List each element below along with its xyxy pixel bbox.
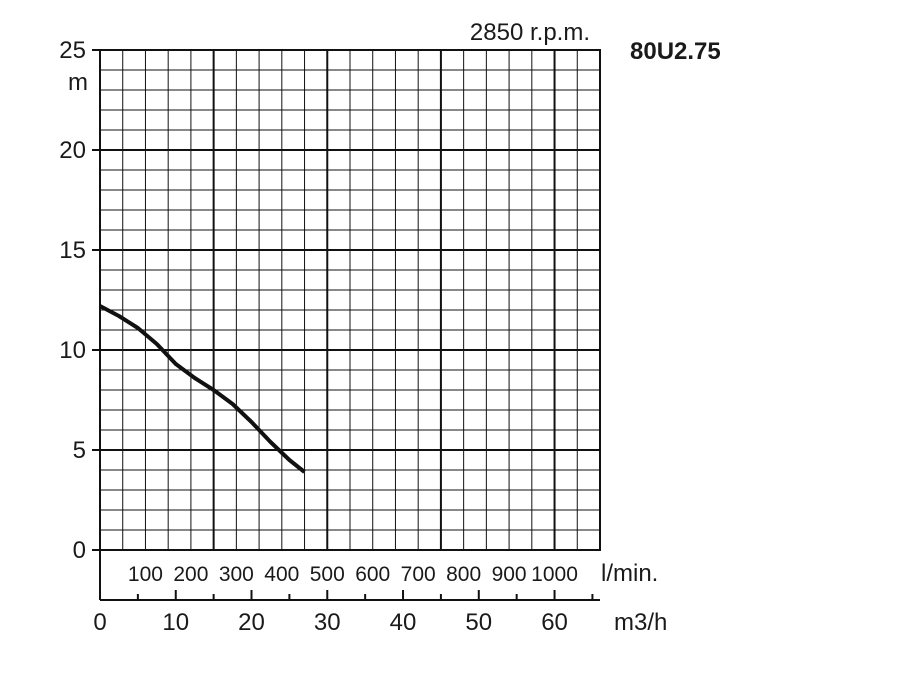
x-tick-label-m3h: 40 <box>390 609 417 636</box>
x-tick-label-m3h: 0 <box>93 609 106 636</box>
x-tick-label-lmin: 500 <box>310 563 345 586</box>
curves <box>99 304 306 474</box>
x-unit-lmin: l/min. <box>601 560 658 587</box>
y-axis-label: m <box>68 69 88 96</box>
x-tick-label-m3h: 30 <box>314 609 341 636</box>
y-tick-label: 15 <box>59 237 86 264</box>
x-tick-label-lmin: 700 <box>401 563 436 586</box>
x-tick-label-lmin: 800 <box>446 563 481 586</box>
y-tick-label: 0 <box>73 537 86 564</box>
x-tick-label-lmin: 300 <box>219 563 254 586</box>
speed-label: 2850 r.p.m. <box>470 19 590 46</box>
x-tick-label-lmin: 1000 <box>531 563 578 586</box>
model-label: 80U2.75 <box>630 38 721 65</box>
x-tick-labels-lmin: 100 200 300 400 500 600 700 800 900 1000 <box>128 563 578 586</box>
plot-border <box>99 49 601 551</box>
y-tick-label: 20 <box>59 137 86 164</box>
x-tick-label-lmin: 200 <box>173 563 208 586</box>
y-tick-labels: 0 5 10 15 20 25 <box>59 37 100 564</box>
x-unit-m3h: m3/h <box>614 609 667 636</box>
minor-grid <box>100 50 600 550</box>
y-tick-label: 10 <box>59 337 86 364</box>
x-tick-label-lmin: 600 <box>355 563 390 586</box>
x-tick-label-m3h: 10 <box>162 609 189 636</box>
y-tick-label: 25 <box>59 37 86 64</box>
x-tick-labels-m3h: 0 10 20 30 40 50 60 <box>93 590 594 636</box>
x-tick-label-m3h: 60 <box>541 609 568 636</box>
major-grid <box>100 50 600 550</box>
series-line-0 <box>99 304 306 474</box>
x-tick-label-lmin: 400 <box>264 563 299 586</box>
x-tick-label-m3h: 20 <box>238 609 265 636</box>
x-tick-label-m3h: 50 <box>465 609 492 636</box>
y-tick-label: 5 <box>73 437 86 464</box>
x-tick-label-lmin: 900 <box>492 563 527 586</box>
x-tick-label-lmin: 100 <box>128 563 163 586</box>
